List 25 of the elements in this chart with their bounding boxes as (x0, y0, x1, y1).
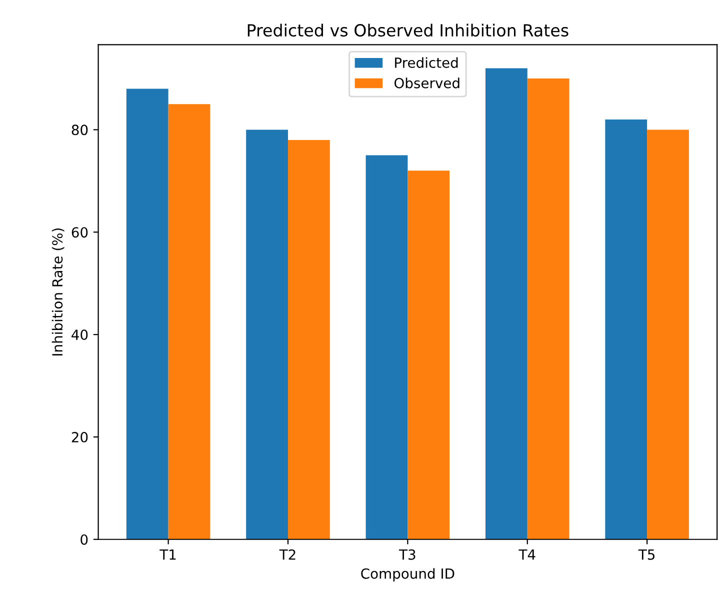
bar (647, 130, 689, 540)
bar (168, 104, 210, 540)
bar (408, 170, 450, 540)
bar (246, 130, 288, 540)
chart-title: Predicted vs Observed Inhibition Rates (248, 24, 568, 37)
x-tick-label: T5 (638, 550, 655, 560)
y-tick-label: 20 (72, 432, 88, 442)
bar (485, 68, 528, 540)
legend-label: Predicted (395, 57, 458, 68)
bar (527, 78, 570, 540)
y-tick-label: 60 (72, 227, 88, 238)
legend-label: Observed (394, 78, 460, 88)
x-tick-label: T4 (518, 550, 536, 560)
y-tick-label: 40 (72, 330, 88, 340)
y-tick-label: 80 (72, 124, 88, 136)
bar (366, 155, 408, 540)
bar (126, 88, 168, 540)
x-tick-label: T1 (160, 550, 176, 560)
x-tick-label: T2 (279, 549, 296, 560)
y-tick-label: 0 (80, 534, 88, 545)
x-axis-title: Compound ID (361, 568, 454, 582)
y-axis-title: Inhibition Rate (%) (52, 228, 64, 356)
bar (288, 140, 330, 540)
x-tick-label: T3 (398, 549, 416, 560)
bar (605, 119, 648, 540)
